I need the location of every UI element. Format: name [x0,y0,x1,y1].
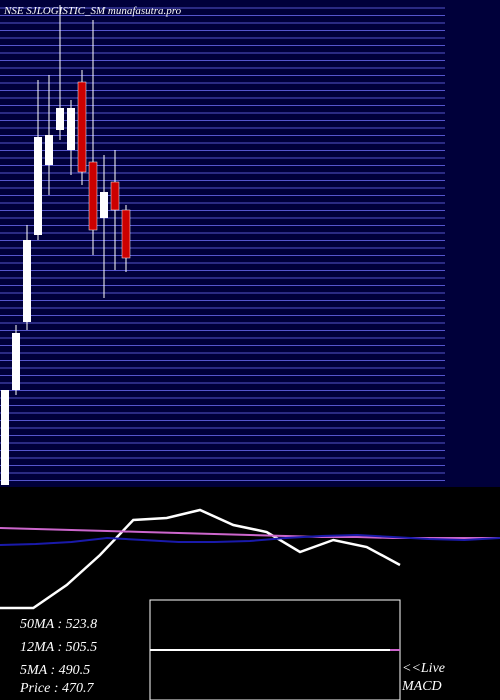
indicator-panel [0,508,500,610]
candles [1,5,131,485]
candle-body [100,192,108,218]
candle-body [77,81,87,173]
candle-body [34,137,42,235]
candle-body [56,108,64,130]
legend-text: 12MA : 505.5 [20,640,97,655]
legend-text: 50MA : 523.8 [20,617,97,632]
indicator-line [0,533,500,546]
candle-body [88,161,98,231]
live-label: MACD [401,679,442,694]
chart-title: NSE SJLOGISTIC_SM munafasutra.pro [3,5,182,17]
candle-body [12,333,20,390]
grid-pattern [0,3,500,483]
legend-text: 5MA : 490.5 [20,663,90,678]
live-label: <<Live [402,661,445,676]
candle-body [23,240,31,322]
candle-body [121,209,131,259]
candle-body [1,390,9,485]
candle-body [45,135,53,165]
candle-body [67,108,75,150]
legend-text: Price : 470.7 [19,681,94,696]
candle-body [110,181,120,211]
indicator-line [0,508,401,610]
